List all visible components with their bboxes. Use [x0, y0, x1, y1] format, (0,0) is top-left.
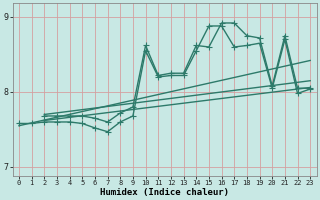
X-axis label: Humidex (Indice chaleur): Humidex (Indice chaleur) [100, 188, 229, 197]
